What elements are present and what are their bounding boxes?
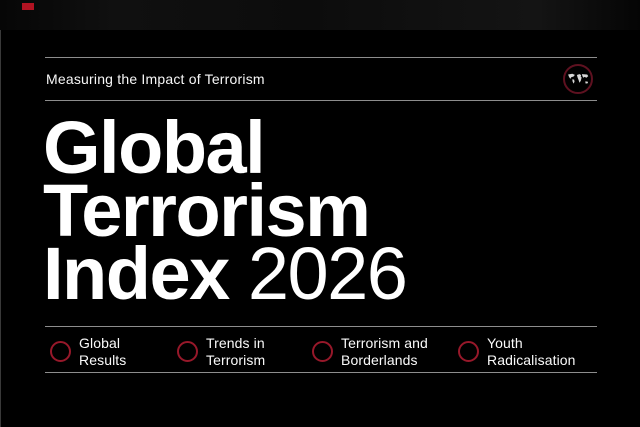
nav-label-line2: Radicalisation [487, 351, 576, 368]
red-ring-icon [458, 341, 479, 362]
nav-label-line1: Trends in [206, 335, 265, 351]
nav-label-line2: Borderlands [341, 351, 418, 368]
nav-label-line2: Terrorism [206, 351, 266, 368]
nav-item-youth-radicalisation[interactable]: Youth Radicalisation [458, 335, 576, 368]
title-line3-word: Index [43, 232, 230, 315]
red-ring-icon [177, 341, 198, 362]
nav-rule-bottom [45, 372, 597, 373]
header-rule-bottom [45, 100, 597, 101]
nav-item-terrorism-and-borderlands[interactable]: Terrorism and Borderlands [312, 335, 428, 368]
nav-item-global-results[interactable]: Global Results [50, 335, 126, 368]
nav-rule-top [45, 326, 597, 327]
nav-item-label: Terrorism and Borderlands [341, 335, 428, 368]
nav-label-line1: Terrorism and [341, 335, 428, 351]
nav-label-line2: Results [79, 351, 127, 368]
nav-item-label: Youth Radicalisation [487, 335, 576, 368]
nav-item-label: Global Results [79, 335, 126, 368]
header-rule-top [45, 57, 597, 58]
nav-item-label: Trends in Terrorism [206, 335, 265, 368]
globe-badge [563, 64, 593, 94]
window-top-strip [0, 0, 640, 30]
nav-label-line1: Youth [487, 335, 523, 351]
title-line2: Terrorism [43, 169, 371, 252]
report-title: Global Terrorism Index 2026 [43, 111, 408, 311]
report-tagline: Measuring the Impact of Terrorism [46, 71, 265, 87]
left-edge-divider [0, 30, 1, 427]
world-map-icon [567, 73, 589, 85]
nav-label-line1: Global [79, 335, 121, 351]
title-year: 2026 [247, 232, 408, 315]
red-ring-icon [312, 341, 333, 362]
red-brand-mark [22, 3, 34, 10]
red-ring-icon [50, 341, 71, 362]
title-line1: Global [43, 106, 266, 189]
nav-item-trends-in-terrorism[interactable]: Trends in Terrorism [177, 335, 265, 368]
